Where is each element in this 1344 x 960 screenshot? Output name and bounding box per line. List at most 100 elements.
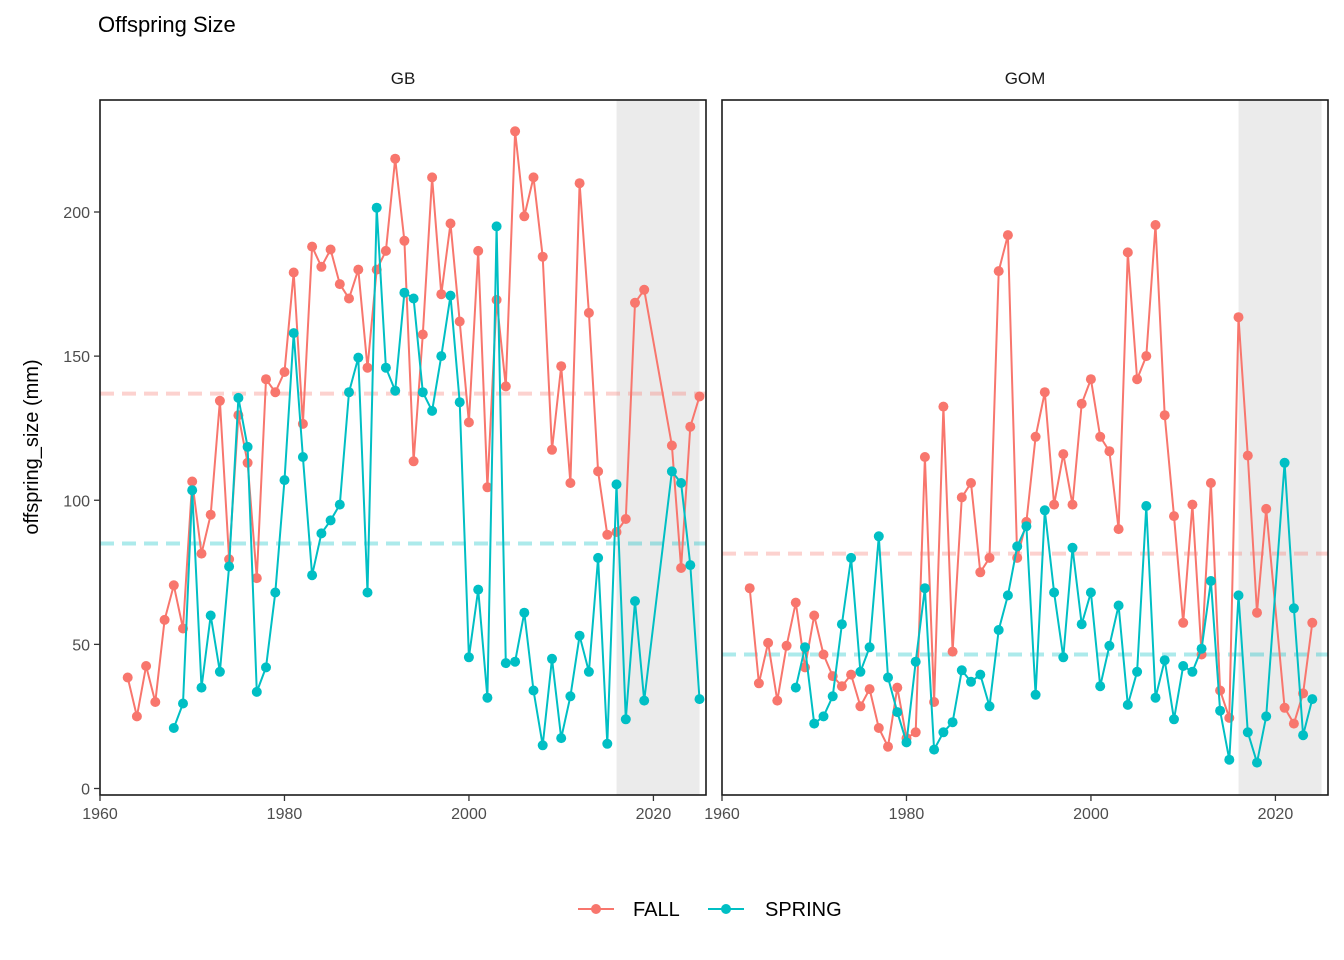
data-point-gom-fall (1187, 499, 1198, 510)
data-point-gb-spring (390, 385, 401, 396)
data-point-gom-fall (984, 552, 995, 563)
data-point-gom-fall (1205, 478, 1216, 488)
data-point-gom-spring (818, 711, 829, 722)
data-point-gom-spring (1150, 692, 1161, 703)
data-point-gom-fall (1132, 374, 1143, 385)
data-point-gom-fall (772, 695, 783, 706)
data-point-gb-fall (620, 514, 631, 524)
data-point-gom-spring (1012, 541, 1023, 552)
data-point-gb-spring (187, 485, 198, 496)
legend-key-point-spring (721, 904, 731, 914)
data-point-gb-spring (694, 694, 705, 705)
data-point-gb-spring (224, 561, 235, 572)
data-point-gb-spring (666, 466, 677, 477)
data-point-gb-fall (131, 711, 142, 722)
data-point-gb-fall (436, 289, 447, 300)
x-tick-label: 1960 (704, 806, 740, 823)
data-point-gom-spring (1196, 643, 1207, 654)
y-tick-label: 50 (72, 637, 90, 654)
data-point-gom-fall (1178, 617, 1189, 628)
facet-label-gb: GB (391, 69, 416, 88)
panel-border-gb (99, 99, 707, 796)
data-point-gom-spring (966, 676, 976, 687)
data-point-gb-fall (251, 573, 262, 584)
data-point-gb-fall (676, 563, 687, 573)
data-point-gb-spring (611, 479, 622, 490)
data-point-gb-spring (279, 475, 290, 486)
data-point-gom-fall (1261, 503, 1272, 514)
data-point-gom-fall (1067, 499, 1078, 510)
data-point-gom-spring (1233, 590, 1244, 601)
data-point-gom-fall (864, 684, 875, 695)
data-point-gom-spring (1021, 521, 1032, 532)
data-point-gb-fall (666, 440, 677, 451)
data-point-gom-fall (781, 640, 792, 651)
data-point-gb-fall (602, 529, 613, 540)
data-point-gb-fall (694, 391, 705, 402)
data-point-gb-fall (427, 172, 438, 183)
data-point-gom-fall (1039, 387, 1050, 398)
data-point-gom-spring (984, 701, 995, 712)
data-point-gb-spring (510, 656, 521, 667)
data-point-gom-spring (1030, 689, 1041, 700)
x-tick-label: 1980 (889, 806, 925, 823)
data-point-gom-spring (836, 619, 847, 630)
data-point-gb-fall (168, 580, 179, 591)
data-point-gom-fall (818, 649, 829, 660)
data-point-gom-spring (993, 625, 1004, 635)
data-point-gom-fall (1233, 312, 1244, 323)
series-line-gom-fall (748, 224, 1314, 750)
data-point-gom-spring (873, 531, 884, 542)
data-point-gb-spring (380, 362, 391, 373)
data-point-gb-fall (408, 456, 419, 467)
data-point-gb-fall (205, 509, 216, 520)
data-point-gb-fall (519, 211, 530, 222)
data-point-gom-fall (846, 669, 857, 680)
data-point-gb-spring (685, 560, 696, 571)
data-point-gb-spring (307, 570, 318, 581)
data-point-gb-spring (196, 682, 207, 693)
data-point-gb-fall (463, 417, 474, 428)
data-point-gom-fall (1242, 450, 1253, 461)
data-point-gb-spring (454, 397, 465, 408)
data-point-gb-spring (537, 740, 548, 751)
data-point-gom-fall (809, 610, 820, 621)
data-point-gom-spring (910, 656, 921, 667)
y-tick-label: 200 (63, 205, 90, 222)
data-point-gom-fall (883, 741, 893, 752)
data-point-gom-spring (827, 691, 838, 702)
data-point-gb-spring (362, 587, 373, 598)
chart-title: Offspring Size (98, 12, 236, 37)
data-point-gom-fall (1049, 499, 1060, 510)
data-point-gom-fall (956, 492, 967, 503)
series-line-gom-spring (794, 462, 1314, 763)
data-point-gb-spring (473, 584, 484, 595)
data-point-gb-fall (270, 387, 281, 398)
data-point-gb-fall (334, 279, 345, 290)
y-axis-title: offspring_size (mm) (21, 359, 43, 534)
data-point-gom-spring (1058, 652, 1069, 663)
data-point-gb-fall (473, 245, 484, 256)
data-point-gom-fall (873, 723, 884, 733)
data-point-gom-spring (1049, 587, 1060, 598)
data-point-gb-fall (685, 421, 696, 432)
x-tick-label: 2020 (636, 806, 672, 823)
data-point-gb-fall (214, 395, 225, 406)
y-tick-label: 0 (81, 782, 90, 799)
data-point-gom-spring (846, 552, 857, 563)
data-point-gb-spring (168, 723, 179, 733)
data-point-gom-spring (800, 642, 810, 653)
data-point-gom-spring (1252, 757, 1262, 768)
data-point-gb-spring (316, 528, 327, 539)
data-point-gb-fall (187, 476, 198, 487)
x-tick-label: 1980 (267, 806, 303, 823)
facet-label-gom: GOM (1005, 69, 1046, 88)
data-point-gom-spring (864, 642, 875, 653)
data-point-gb-spring (445, 290, 456, 301)
data-point-gb-fall (639, 284, 650, 295)
data-point-gb-fall (279, 367, 290, 377)
data-point-gb-fall (583, 307, 594, 318)
data-point-gom-spring (1279, 457, 1290, 468)
data-point-gom-fall (1076, 398, 1087, 409)
